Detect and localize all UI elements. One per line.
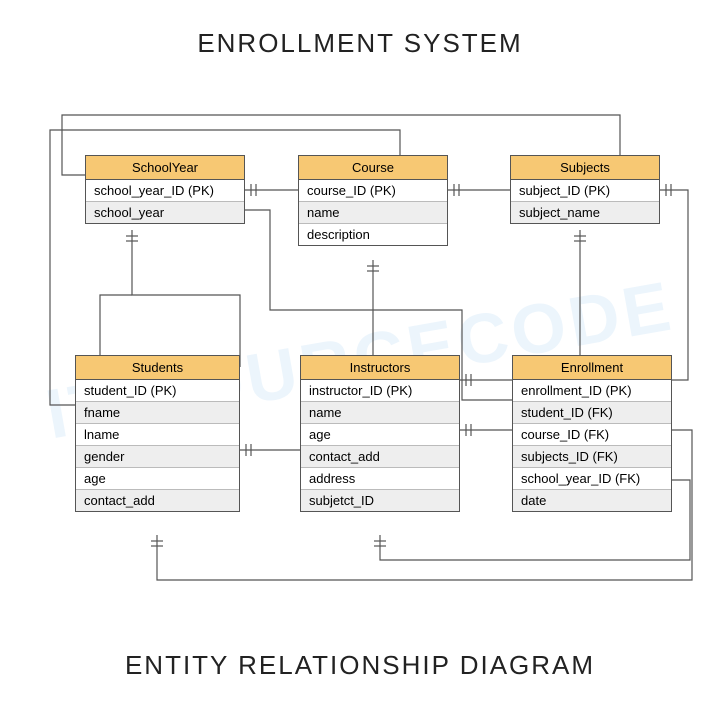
entity-field: name: [301, 402, 459, 424]
entity-students: Studentsstudent_ID (PK)fnamelnamegendera…: [75, 355, 240, 512]
entity-field: contact_add: [76, 490, 239, 511]
entity-field: school_year_ID (FK): [513, 468, 671, 490]
entity-enrollment: Enrollmentenrollment_ID (PK)student_ID (…: [512, 355, 672, 512]
entity-field: enrollment_ID (PK): [513, 380, 671, 402]
entity-field: subject_name: [511, 202, 659, 223]
entity-field: gender: [76, 446, 239, 468]
entity-field: course_ID (PK): [299, 180, 447, 202]
entity-field: name: [299, 202, 447, 224]
entity-header-subjects: Subjects: [511, 156, 659, 180]
entity-field: date: [513, 490, 671, 511]
entity-instructors: Instructorsinstructor_ID (PK)nameagecont…: [300, 355, 460, 512]
entity-header-schoolyear: SchoolYear: [86, 156, 244, 180]
entity-field: subjetct_ID: [301, 490, 459, 511]
entity-field: fname: [76, 402, 239, 424]
entity-course: Coursecourse_ID (PK)namedescription: [298, 155, 448, 246]
entity-field: age: [301, 424, 459, 446]
entity-field: school_year_ID (PK): [86, 180, 244, 202]
page-title-bottom: ENTITY RELATIONSHIP DIAGRAM: [0, 650, 720, 681]
entity-header-enrollment: Enrollment: [513, 356, 671, 380]
entity-schoolyear: SchoolYearschool_year_ID (PK)school_year: [85, 155, 245, 224]
entity-field: address: [301, 468, 459, 490]
entity-field: lname: [76, 424, 239, 446]
entity-field: description: [299, 224, 447, 245]
page-title-top: ENROLLMENT SYSTEM: [0, 28, 720, 59]
entity-field: contact_add: [301, 446, 459, 468]
diagram-canvas: SchoolYearschool_year_ID (PK)school_year…: [0, 0, 720, 720]
entity-field: course_ID (FK): [513, 424, 671, 446]
entity-field: school_year: [86, 202, 244, 223]
entity-field: student_ID (PK): [76, 380, 239, 402]
entity-field: age: [76, 468, 239, 490]
entity-field: subject_ID (PK): [511, 180, 659, 202]
entity-header-instructors: Instructors: [301, 356, 459, 380]
entity-field: instructor_ID (PK): [301, 380, 459, 402]
entity-header-students: Students: [76, 356, 239, 380]
entity-field: student_ID (FK): [513, 402, 671, 424]
entity-subjects: Subjectssubject_ID (PK)subject_name: [510, 155, 660, 224]
entity-field: subjects_ID (FK): [513, 446, 671, 468]
entity-header-course: Course: [299, 156, 447, 180]
